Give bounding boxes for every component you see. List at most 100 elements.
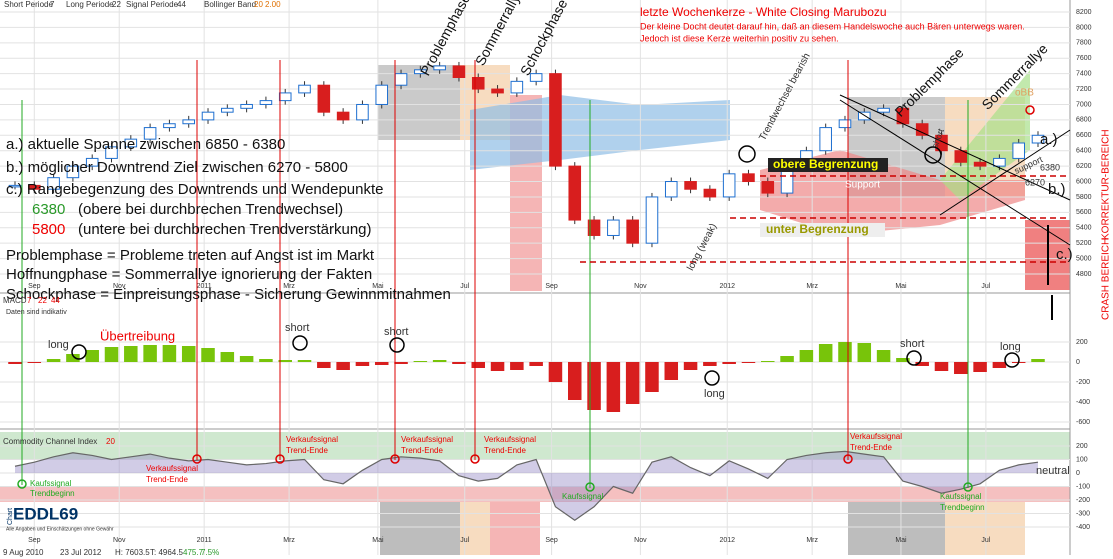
annotation: Hoffnungphase = Sommerrallye ignorierung…: [6, 266, 372, 283]
annotation: obere Begrenzung: [773, 157, 878, 171]
candle: [549, 73, 562, 167]
candle: [915, 123, 929, 136]
annotation: Trend-Ende: [484, 446, 527, 455]
bar: [1031, 359, 1045, 362]
bar: [625, 362, 640, 404]
y-tick-label: 7600: [1076, 55, 1092, 62]
header: 22: [112, 0, 121, 9]
signal-circles: [17, 105, 1035, 492]
trend-line: [839, 94, 1071, 201]
candle: [664, 181, 678, 198]
bar: [548, 362, 563, 382]
y-tick-label: 5000: [1076, 255, 1092, 262]
candle: [8, 184, 22, 188]
bar: [104, 347, 119, 362]
signal: [275, 454, 285, 464]
annotation: short: [900, 338, 924, 350]
y-tick-label: 7000: [1076, 101, 1092, 108]
sell-lines: [196, 60, 849, 460]
zone-label: KORREKTUR-BEREICH: [1101, 129, 1112, 240]
header: Bollinger Band: [204, 0, 256, 9]
phase-shade: [380, 502, 460, 555]
status: 9 Aug 2010: [3, 548, 44, 557]
bar: [954, 362, 968, 374]
bar: [394, 362, 408, 364]
y-tick-label: -200: [1076, 379, 1090, 386]
candle: [452, 65, 466, 79]
bar: [992, 362, 1007, 368]
y-tick-label: 6200: [1076, 163, 1092, 170]
y-tick-label: -300: [1076, 510, 1090, 517]
annotation: 6380: [32, 201, 65, 218]
y-tick-label: 100: [1076, 456, 1088, 463]
bar: [432, 360, 447, 362]
bar: [915, 362, 929, 366]
annotation: neutral: [1036, 465, 1070, 477]
bar: [761, 361, 775, 362]
bar: [66, 354, 80, 362]
bar: [239, 356, 254, 362]
bar: [876, 350, 891, 362]
bar: [413, 361, 428, 362]
annotation: Trendbeginn: [940, 503, 985, 512]
status: 475.7: [183, 548, 204, 557]
candle: [471, 77, 485, 90]
bar: [703, 362, 717, 366]
bar: [452, 362, 466, 364]
y-tick-label: 6800: [1076, 117, 1092, 124]
bar: [683, 362, 698, 370]
cci-band: [0, 487, 1070, 502]
annotation: long: [704, 388, 725, 400]
candle: [877, 107, 890, 113]
bar: [355, 362, 370, 366]
label-box: [760, 223, 885, 237]
phase-shade: [945, 502, 1025, 555]
candle: [954, 150, 968, 163]
signal: [843, 454, 853, 464]
annotation: Schockphase = Einpreisungsphase - Sicher…: [6, 286, 451, 303]
x-tick-label: Mai: [895, 537, 907, 544]
candle: [819, 127, 832, 152]
annotation: Der kleine Docht deutet darauf hin, daß …: [640, 21, 1025, 31]
phase-shade: [490, 502, 540, 555]
trend-line: [839, 99, 1071, 246]
bar: [799, 350, 814, 362]
bar: [780, 356, 794, 362]
candle: [857, 111, 871, 121]
y-tick-label: 8200: [1076, 9, 1092, 16]
bar: [259, 359, 273, 362]
candle: [491, 88, 504, 94]
bar: [741, 362, 756, 363]
candle: [973, 161, 987, 167]
signal: [390, 454, 400, 464]
candle: [414, 69, 427, 75]
annotation: short: [384, 326, 408, 338]
zone-label: CRASH BEREICH: [1101, 238, 1112, 320]
header: 20: [254, 0, 263, 9]
panel-label: 44: [51, 296, 60, 305]
logo: EDDL69: [13, 504, 78, 523]
y-tick-label: 6400: [1076, 148, 1092, 155]
signal: [585, 482, 595, 492]
y-tick-label: 7400: [1076, 70, 1092, 77]
candle: [336, 111, 350, 121]
signal: [71, 344, 87, 360]
annotation: Kaufssignal: [562, 492, 604, 501]
bar: [722, 362, 736, 364]
phase-shade: [378, 65, 460, 140]
marks: 8200800078007600740072007000680066006400…: [0, 0, 1092, 555]
bar: [529, 362, 543, 366]
candle: [742, 173, 755, 183]
panel-label: 20: [106, 437, 115, 446]
bar: [645, 362, 659, 392]
header: 7: [50, 0, 55, 9]
x-tick-label: Jul: [981, 537, 990, 544]
panel-label: 7: [27, 296, 32, 305]
annotation: long: [1000, 341, 1021, 353]
x-tick-label: Sep: [28, 283, 41, 290]
candle: [28, 184, 41, 190]
candle: [626, 219, 639, 244]
annotation: a.) aktuelle Spanne zwischen 6850 - 6380: [6, 136, 285, 153]
y-tick-label: 4800: [1076, 271, 1092, 278]
bar: [490, 362, 505, 371]
